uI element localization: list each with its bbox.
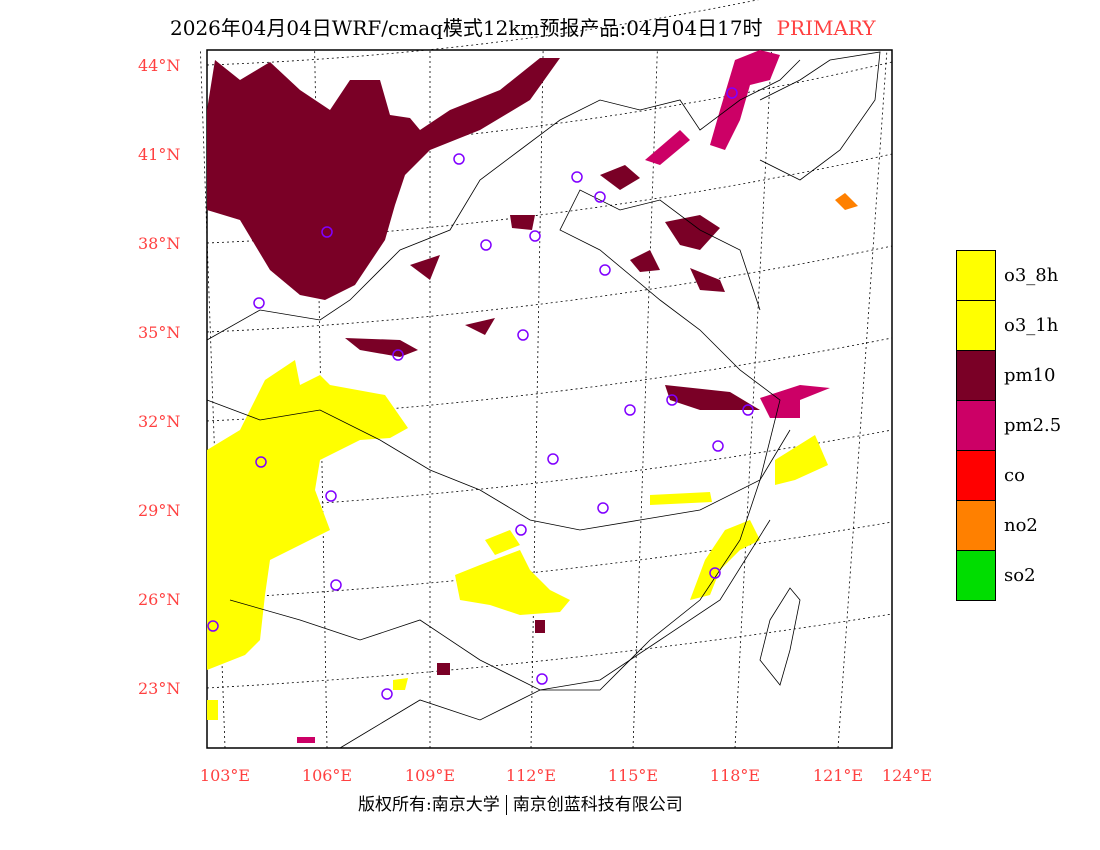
- legend-swatch: [956, 300, 996, 350]
- station-marker: [321, 226, 333, 238]
- station-marker: [330, 579, 342, 591]
- copyright-footer: 版权所有:南京大学 南京创蓝科技有限公司: [358, 790, 689, 815]
- no2-region: [835, 193, 858, 210]
- legend-label: co: [1004, 464, 1025, 486]
- legend-label: so2: [1004, 564, 1036, 586]
- lat-label: 35°N: [138, 323, 181, 342]
- lat-label: 38°N: [138, 234, 181, 253]
- legend-item: o3_8h: [956, 250, 1061, 300]
- station-marker: [453, 153, 465, 165]
- boundaries: [206, 51, 881, 749]
- station-marker: [599, 264, 611, 276]
- legend-label: pm10: [1004, 364, 1056, 386]
- o3-regions: [207, 360, 828, 720]
- station-marker: [253, 297, 265, 309]
- station-marker: [325, 490, 337, 502]
- legend-swatch: [956, 400, 996, 450]
- legend-item: o3_1h: [956, 300, 1061, 350]
- legend-item: co: [956, 450, 1061, 500]
- parallel-line: [206, 521, 893, 600]
- lon-label: 115°E: [607, 766, 659, 785]
- lat-label: 32°N: [138, 412, 181, 431]
- legend-item: pm2.5: [956, 400, 1061, 450]
- station-marker: [666, 394, 678, 406]
- parallel-line: [206, 613, 893, 689]
- station-marker: [515, 524, 527, 536]
- station-marker: [742, 404, 754, 416]
- station-marker: [547, 453, 559, 465]
- pm10-regions: [207, 58, 760, 675]
- meridian-line: [632, 49, 658, 749]
- monitoring-stations: [207, 87, 754, 700]
- copyright-left: 版权所有:南京大学: [358, 795, 500, 815]
- station-marker: [529, 230, 541, 242]
- lon-label: 112°E: [505, 766, 557, 785]
- legend-swatch: [956, 350, 996, 400]
- station-marker: [392, 349, 404, 361]
- title-text: 2026年04月04日WRF/cmaq模式12km预报产品:04月04日17时: [170, 16, 763, 40]
- station-marker: [381, 688, 393, 700]
- copyright-right: 南京创蓝科技有限公司: [505, 795, 683, 815]
- lat-label: 41°N: [138, 145, 181, 164]
- station-marker: [726, 87, 738, 99]
- parallel-line: [206, 429, 893, 511]
- legend-item: no2: [956, 500, 1061, 550]
- legend-label: no2: [1004, 514, 1038, 536]
- station-marker: [536, 673, 548, 685]
- pollutant-label: PRIMARY: [776, 16, 876, 40]
- lon-label: 106°E: [301, 766, 353, 785]
- legend-swatch: [956, 250, 996, 300]
- legend-item: pm10: [956, 350, 1061, 400]
- meridian-line: [530, 49, 544, 749]
- legend-label: o3_1h: [1004, 314, 1059, 336]
- station-marker: [571, 171, 583, 183]
- map-title: 2026年04月04日WRF/cmaq模式12km预报产品:04月04日17时 P…: [170, 12, 876, 41]
- lon-label: 121°E: [812, 766, 864, 785]
- station-marker: [255, 456, 267, 468]
- station-marker: [597, 502, 609, 514]
- station-marker: [517, 329, 529, 341]
- lat-label: 26°N: [138, 590, 181, 609]
- lat-label: 44°N: [138, 56, 181, 75]
- parallel-line: [206, 337, 893, 422]
- lat-label: 23°N: [138, 679, 181, 698]
- lon-label: 103°E: [199, 766, 251, 785]
- legend-item: so2: [956, 549, 1061, 601]
- station-marker: [480, 239, 492, 251]
- lat-label: 29°N: [138, 501, 181, 520]
- legend-swatch: [956, 500, 996, 550]
- legend-label: pm2.5: [1004, 414, 1062, 436]
- legend-swatch: [956, 549, 996, 601]
- meridian-line: [837, 49, 888, 749]
- lon-label: 109°E: [404, 766, 456, 785]
- station-marker: [709, 567, 721, 579]
- legend-swatch: [956, 450, 996, 500]
- lon-label: 118°E: [709, 766, 761, 785]
- legend-label: o3_8h: [1004, 264, 1059, 286]
- station-marker: [712, 440, 724, 452]
- station-marker: [207, 620, 219, 632]
- station-marker: [594, 191, 606, 203]
- station-marker: [624, 404, 636, 416]
- lon-label: 124°E: [881, 766, 933, 785]
- meridian-line: [734, 49, 772, 749]
- legend: o3_8h o3_1h pm10 pm2.5 co no2 so2: [956, 250, 1061, 601]
